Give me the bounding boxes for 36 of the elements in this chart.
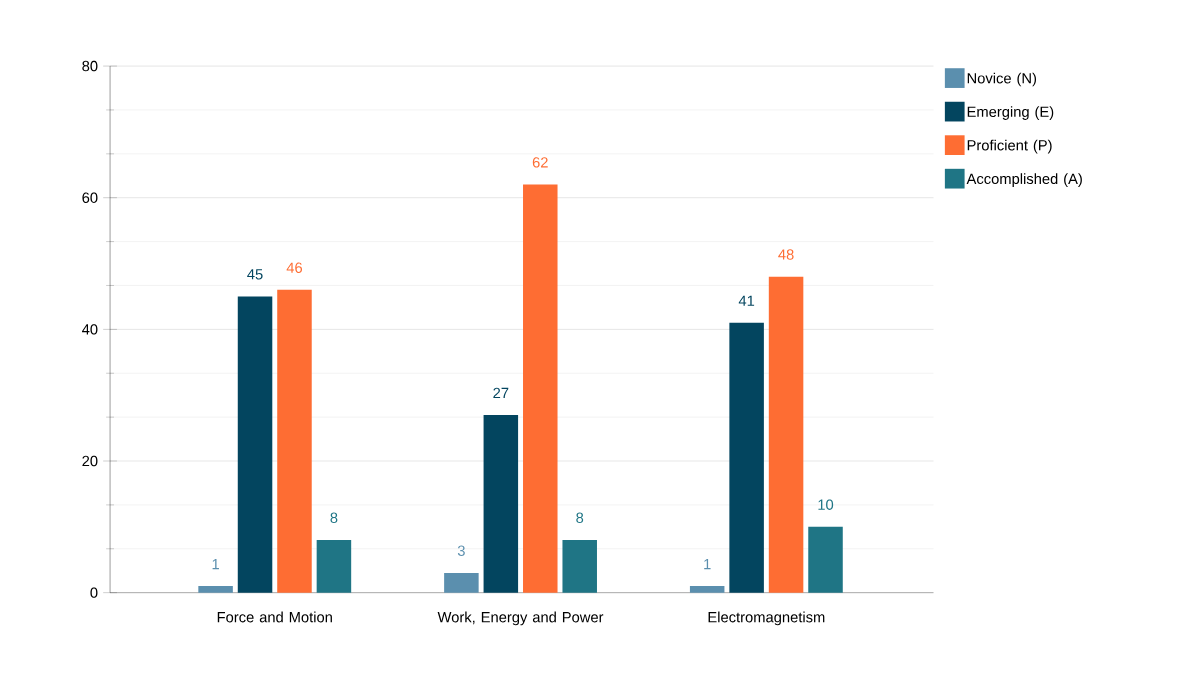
data-label: 3 bbox=[457, 545, 465, 556]
y-tick-label: 80 bbox=[82, 60, 98, 72]
x-tick-label: Electromagnetism bbox=[708, 611, 825, 626]
legend-label: Novice (N) bbox=[967, 72, 1037, 87]
bar bbox=[768, 276, 804, 593]
bar bbox=[444, 572, 479, 593]
legend-label: Proficient (P) bbox=[967, 139, 1052, 154]
bar bbox=[562, 539, 597, 593]
data-label: 45 bbox=[247, 269, 263, 280]
y-tick-label: 20 bbox=[82, 455, 98, 467]
data-label: 8 bbox=[576, 512, 584, 523]
bar bbox=[237, 296, 273, 593]
bar bbox=[729, 322, 764, 593]
data-label: 62 bbox=[532, 157, 548, 168]
bar bbox=[689, 585, 725, 593]
bar bbox=[277, 289, 312, 593]
data-label: 1 bbox=[704, 558, 711, 570]
x-tick-label: Force and Motion bbox=[217, 611, 332, 623]
data-label: 8 bbox=[330, 512, 338, 523]
bar bbox=[316, 539, 352, 593]
bar bbox=[483, 414, 519, 593]
y-tick-label: 60 bbox=[82, 192, 98, 203]
x-tick-label: Work, Energy and Power bbox=[437, 611, 604, 626]
bar bbox=[523, 184, 558, 593]
bar bbox=[198, 585, 233, 593]
y-tick-label: 40 bbox=[82, 324, 98, 335]
data-label: 48 bbox=[778, 249, 794, 260]
bar bbox=[808, 526, 843, 593]
data-label: 1 bbox=[212, 558, 219, 570]
data-label: 10 bbox=[818, 499, 834, 510]
legend-label: Accomplished (A) bbox=[966, 173, 1082, 187]
legend-label: Emerging (E) bbox=[967, 106, 1054, 120]
data-label: 46 bbox=[286, 262, 303, 273]
data-label: 41 bbox=[738, 295, 755, 306]
y-tick-label: 0 bbox=[90, 587, 98, 598]
data-label: 27 bbox=[493, 387, 509, 398]
